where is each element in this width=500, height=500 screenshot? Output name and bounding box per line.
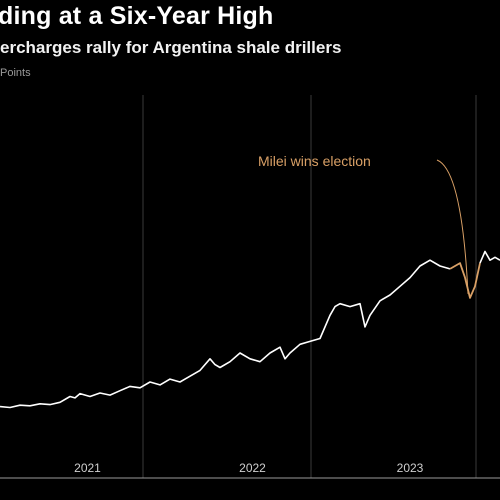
- y-axis-unit-label: Points: [0, 67, 31, 79]
- annotation-leader-line: [436, 159, 469, 294]
- x-axis: 2021 2022 2023: [0, 461, 500, 479]
- x-tick-label: 2022: [239, 461, 266, 475]
- gridlines: [142, 95, 477, 478]
- chart-subtitle: ercharges rally for Argentina shale dril…: [0, 38, 342, 57]
- x-tick-label: 2021: [74, 461, 101, 475]
- series-line: [0, 259, 451, 409]
- series-line: [479, 250, 500, 264]
- x-tick-label: 2023: [397, 461, 424, 475]
- annotation-label: Milei wins election: [258, 153, 371, 169]
- chart-title: ding at a Six-Year High: [0, 2, 274, 30]
- annotation-group: Milei wins election: [258, 153, 469, 294]
- data-series: [0, 250, 500, 409]
